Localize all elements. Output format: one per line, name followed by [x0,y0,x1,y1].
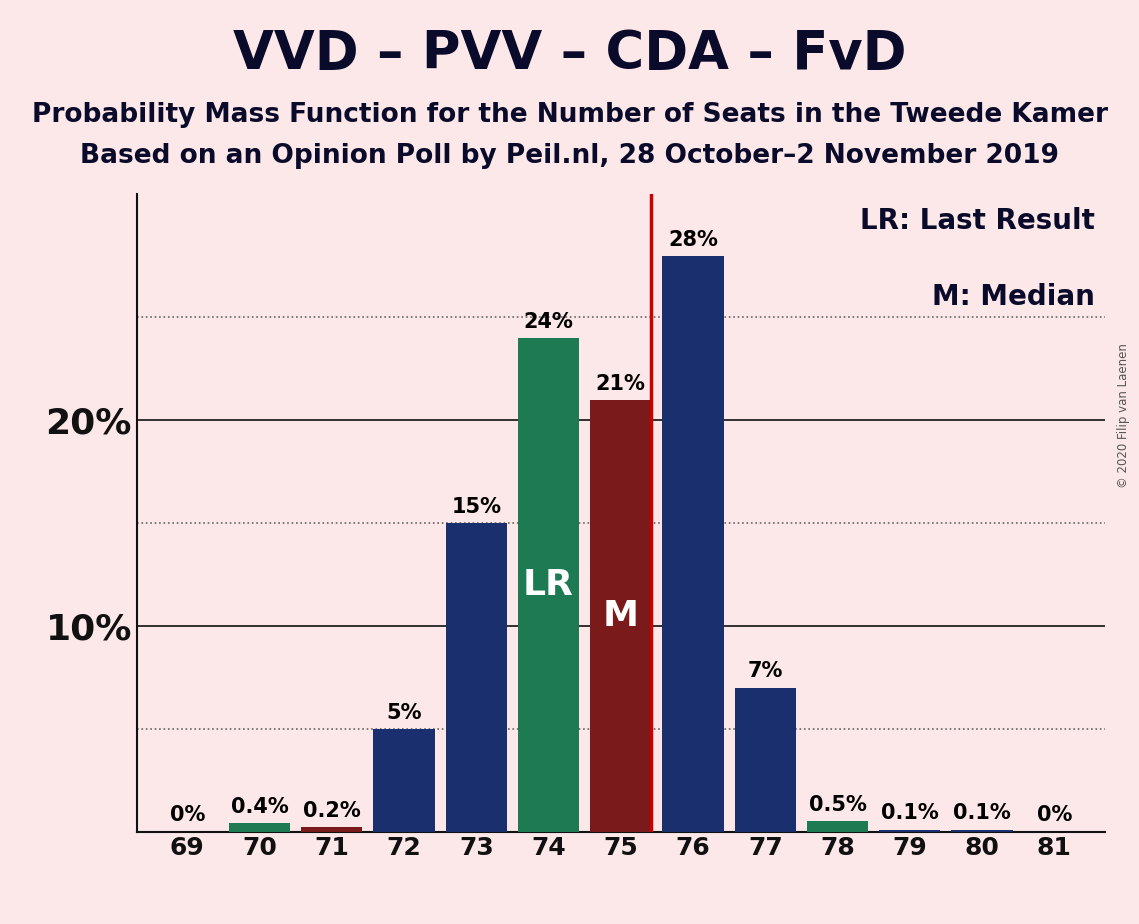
Bar [518,338,580,832]
Text: 24%: 24% [524,311,573,332]
Bar [445,523,507,832]
Text: 0.5%: 0.5% [809,796,867,815]
Bar [229,823,290,832]
Text: 0.4%: 0.4% [230,797,288,817]
Text: VVD – PVV – CDA – FvD: VVD – PVV – CDA – FvD [232,28,907,79]
Bar [951,830,1013,832]
Bar [301,828,362,832]
Text: M: M [603,599,639,633]
Bar [374,729,435,832]
Text: 15%: 15% [451,497,501,517]
Text: LR: Last Result: LR: Last Result [860,207,1095,235]
Text: 0%: 0% [170,806,205,825]
Text: Based on an Opinion Poll by Peil.nl, 28 October–2 November 2019: Based on an Opinion Poll by Peil.nl, 28 … [80,143,1059,169]
Text: 5%: 5% [386,702,421,723]
Bar [735,687,796,832]
Text: LR: LR [523,568,574,602]
Text: 0.2%: 0.2% [303,801,361,821]
Bar [806,821,868,832]
Bar [879,830,941,832]
Text: 0.1%: 0.1% [953,803,1011,823]
Text: © 2020 Filip van Laenen: © 2020 Filip van Laenen [1117,344,1130,488]
Bar [662,256,723,832]
Text: 21%: 21% [596,373,646,394]
Text: M: Median: M: Median [933,284,1095,311]
Text: 7%: 7% [747,662,782,682]
Text: 28%: 28% [669,229,718,249]
Text: 0.1%: 0.1% [880,803,939,823]
Bar [590,400,652,832]
Text: 0%: 0% [1036,806,1072,825]
Text: Probability Mass Function for the Number of Seats in the Tweede Kamer: Probability Mass Function for the Number… [32,102,1107,128]
